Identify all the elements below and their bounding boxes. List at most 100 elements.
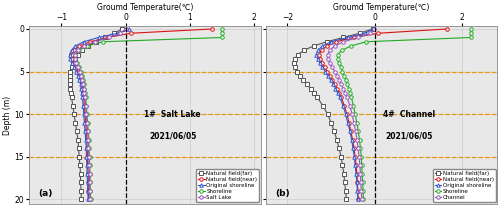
Natural field(near) bbox=[68, 53, 74, 56]
Channel bbox=[338, 83, 344, 85]
Original shoreline bbox=[315, 49, 321, 52]
Natural field(near) bbox=[79, 83, 85, 85]
Salt Lake bbox=[80, 87, 86, 90]
Shoreline bbox=[350, 104, 356, 107]
Channel bbox=[332, 70, 338, 73]
Shoreline bbox=[72, 53, 78, 56]
Natural field(near) bbox=[376, 32, 382, 35]
Natural field(near) bbox=[332, 83, 338, 85]
Shoreline bbox=[355, 130, 361, 132]
Natural field(near) bbox=[75, 70, 81, 73]
Natural field(far) bbox=[78, 172, 84, 175]
Channel bbox=[340, 87, 346, 90]
Salt Lake bbox=[84, 130, 90, 132]
Natural field(far) bbox=[296, 74, 302, 77]
Shoreline bbox=[72, 58, 78, 60]
Salt Lake bbox=[84, 113, 89, 115]
Original shoreline bbox=[325, 74, 331, 77]
Natural field(near) bbox=[330, 79, 336, 81]
Original shoreline bbox=[354, 181, 360, 183]
Channel bbox=[358, 172, 364, 175]
Original shoreline bbox=[370, 28, 376, 30]
Original shoreline bbox=[82, 130, 88, 132]
Salt Lake bbox=[86, 164, 92, 166]
Channel bbox=[355, 36, 361, 39]
Natural field(far) bbox=[80, 49, 86, 52]
Natural field(near) bbox=[336, 92, 342, 94]
Natural field(near) bbox=[341, 104, 347, 107]
X-axis label: Groumd Temperature(℃): Groumd Temperature(℃) bbox=[96, 3, 193, 12]
Natural field(far) bbox=[356, 32, 362, 35]
Shoreline bbox=[88, 198, 94, 201]
Original shoreline bbox=[78, 87, 84, 90]
Natural field(far) bbox=[75, 53, 81, 56]
Shoreline bbox=[360, 181, 366, 183]
Channel bbox=[340, 41, 346, 43]
Original shoreline bbox=[75, 74, 81, 77]
Natural field(near) bbox=[76, 45, 82, 47]
Natural field(near) bbox=[84, 130, 89, 132]
Natural field(far) bbox=[334, 139, 340, 141]
Natural field(near) bbox=[334, 41, 340, 43]
Natural field(far) bbox=[66, 83, 72, 85]
Natural field(near) bbox=[71, 62, 77, 64]
Original shoreline bbox=[115, 32, 121, 35]
Original shoreline bbox=[76, 79, 82, 81]
Shoreline bbox=[334, 58, 340, 60]
Salt Lake bbox=[82, 104, 88, 107]
Original shoreline bbox=[82, 139, 88, 141]
Text: (a): (a) bbox=[38, 189, 52, 198]
X-axis label: Groumd Temperature(℃): Groumd Temperature(℃) bbox=[333, 3, 430, 12]
Original shoreline bbox=[78, 83, 84, 85]
Shoreline bbox=[87, 189, 93, 192]
Natural field(near) bbox=[444, 28, 450, 30]
Original shoreline bbox=[362, 32, 368, 35]
Original shoreline bbox=[126, 28, 132, 30]
Shoreline bbox=[348, 96, 354, 98]
Original shoreline bbox=[314, 58, 320, 60]
Natural field(far) bbox=[78, 189, 84, 192]
Shoreline bbox=[76, 66, 82, 69]
Salt Lake bbox=[82, 92, 87, 94]
Natural field(near) bbox=[82, 121, 88, 124]
Natural field(far) bbox=[77, 164, 83, 166]
Original shoreline bbox=[344, 36, 350, 39]
Legend: Natural field(far), Natural field(near), Original shoreline, Shoreline, Channel: Natural field(far), Natural field(near),… bbox=[433, 169, 496, 202]
Natural field(near) bbox=[104, 36, 110, 39]
Natural field(near) bbox=[327, 74, 333, 77]
Shoreline bbox=[363, 41, 369, 43]
Natural field(near) bbox=[69, 58, 75, 60]
Natural field(far) bbox=[331, 130, 337, 132]
Salt Lake bbox=[86, 172, 92, 175]
Salt Lake bbox=[77, 70, 83, 73]
Natural field(far) bbox=[324, 41, 330, 43]
Natural field(far) bbox=[68, 96, 74, 98]
Natural field(far) bbox=[340, 164, 345, 166]
Natural field(near) bbox=[322, 66, 328, 69]
Original shoreline bbox=[355, 198, 361, 201]
Natural field(far) bbox=[78, 198, 84, 201]
Text: 2021/06/05: 2021/06/05 bbox=[386, 132, 433, 141]
Original shoreline bbox=[68, 49, 74, 52]
Original shoreline bbox=[84, 164, 90, 166]
Original shoreline bbox=[337, 96, 343, 98]
Salt Lake bbox=[84, 121, 90, 124]
Original shoreline bbox=[84, 156, 89, 158]
Shoreline bbox=[85, 130, 91, 132]
Natural field(far) bbox=[120, 28, 126, 30]
Natural field(near) bbox=[84, 164, 90, 166]
Natural field(far) bbox=[93, 41, 99, 43]
Salt Lake bbox=[80, 45, 86, 47]
Natural field(far) bbox=[111, 32, 117, 35]
Shoreline bbox=[343, 79, 349, 81]
Original shoreline bbox=[352, 156, 358, 158]
Shoreline bbox=[358, 156, 364, 158]
Natural field(far) bbox=[344, 198, 349, 201]
Shoreline bbox=[341, 74, 347, 77]
Natural field(near) bbox=[84, 139, 90, 141]
Natural field(far) bbox=[301, 49, 307, 52]
Original shoreline bbox=[96, 36, 102, 39]
Shoreline bbox=[344, 83, 350, 85]
Salt Lake bbox=[92, 41, 98, 43]
Channel bbox=[354, 139, 360, 141]
